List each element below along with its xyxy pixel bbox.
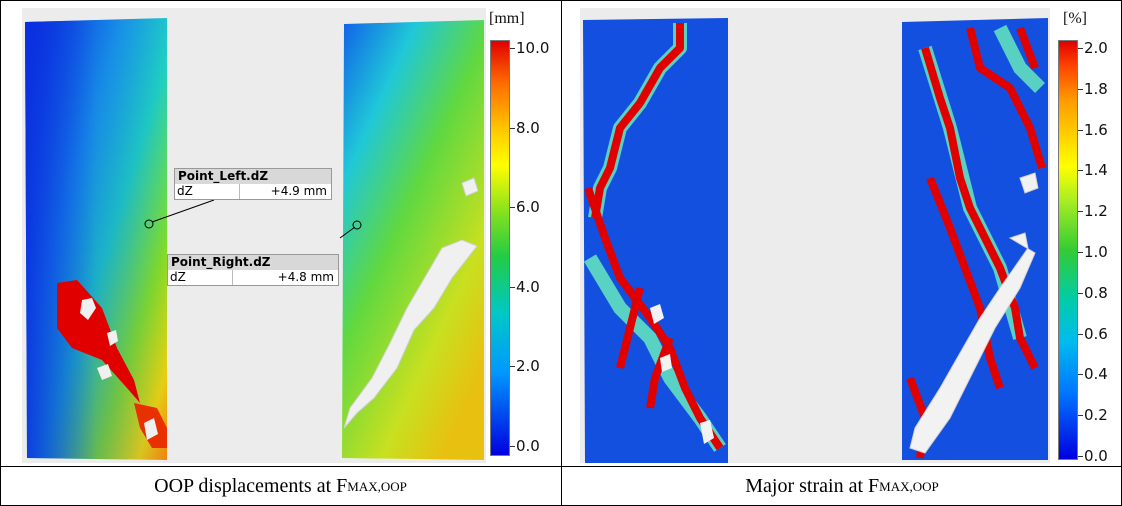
point-left-label: Point_Left.dZ dZ +4.9 mm bbox=[174, 168, 332, 200]
column-divider bbox=[561, 0, 562, 506]
strain-tick-mark bbox=[1078, 456, 1083, 457]
strain-tick-mark bbox=[1078, 48, 1083, 49]
strain-tick-mark bbox=[1078, 415, 1083, 417]
point-left-title: Point_Left.dZ bbox=[175, 169, 331, 184]
strain-colorbar bbox=[1058, 40, 1078, 460]
point-left-value: +4.9 mm bbox=[270, 184, 327, 198]
major-strain-field bbox=[583, 18, 1048, 463]
strain-tick-label: 2.0 bbox=[1084, 39, 1108, 57]
displacement-tick-mark bbox=[510, 366, 515, 368]
oop-displacement-field bbox=[25, 18, 484, 460]
left-caption: OOP displacements at F MAX,OOP bbox=[0, 467, 561, 506]
strain-tick-label: 0.6 bbox=[1084, 324, 1108, 343]
strain-tick-mark bbox=[1078, 88, 1083, 90]
right-caption: Major strain at F MAX,OOP bbox=[562, 467, 1122, 506]
left-caption-subscript: MAX,OOP bbox=[347, 478, 407, 494]
point-left-key: dZ bbox=[175, 184, 240, 199]
strain-tick-mark bbox=[1078, 333, 1083, 335]
strain-tick-label: 1.2 bbox=[1084, 202, 1108, 221]
point-right-value: +4.8 mm bbox=[277, 270, 334, 284]
displacement-tick-label: 8.0 bbox=[516, 118, 540, 137]
strain-tick-label: 1.4 bbox=[1084, 161, 1108, 180]
strain-unit-label: [%] bbox=[1063, 10, 1087, 27]
strain-tick-label: 0.2 bbox=[1084, 406, 1108, 425]
displacement-colorbar bbox=[490, 40, 510, 456]
strain-tick-mark bbox=[1078, 252, 1083, 253]
strain-tick-label: 0.0 bbox=[1084, 447, 1108, 465]
strain-tick-mark bbox=[1078, 292, 1083, 294]
displacement-tick-label: 0.0 bbox=[516, 437, 540, 455]
strain-tick-mark bbox=[1078, 170, 1083, 172]
strain-tick-label: 0.8 bbox=[1084, 283, 1108, 302]
right-caption-subscript: MAX,OOP bbox=[879, 478, 939, 494]
displacement-tick-label: 2.0 bbox=[516, 357, 540, 376]
strain-tick-label: 1.0 bbox=[1084, 243, 1108, 261]
displacement-tick-mark bbox=[510, 127, 515, 129]
strain-tick-label: 0.4 bbox=[1084, 365, 1108, 384]
point-right-key: dZ bbox=[168, 270, 233, 285]
strain-tick-mark bbox=[1078, 374, 1083, 376]
strain-tick-mark bbox=[1078, 211, 1083, 213]
displacement-tick-label: 6.0 bbox=[516, 198, 540, 217]
strain-tick-label: 1.8 bbox=[1084, 79, 1108, 98]
displacement-tick-mark bbox=[510, 207, 515, 209]
displacement-tick-label: 4.0 bbox=[516, 277, 540, 296]
oop-displacement-image bbox=[22, 8, 486, 463]
caption-divider bbox=[0, 466, 1122, 467]
major-strain-image bbox=[580, 8, 1050, 463]
strain-tick-mark bbox=[1078, 129, 1083, 131]
left-caption-text: OOP displacements at F bbox=[154, 475, 348, 497]
displacement-tick-label: 10.0 bbox=[516, 39, 550, 57]
strain-tick-label: 1.6 bbox=[1084, 120, 1108, 139]
displacement-tick-mark bbox=[510, 48, 515, 49]
displacement-unit-label: [mm] bbox=[489, 10, 525, 27]
displacement-tick-mark bbox=[510, 286, 515, 288]
displacement-tick-mark bbox=[510, 446, 515, 447]
point-right-label: Point_Right.dZ dZ +4.8 mm bbox=[167, 254, 339, 286]
right-caption-text: Major strain at F bbox=[745, 475, 880, 497]
point-right-title: Point_Right.dZ bbox=[168, 255, 338, 270]
